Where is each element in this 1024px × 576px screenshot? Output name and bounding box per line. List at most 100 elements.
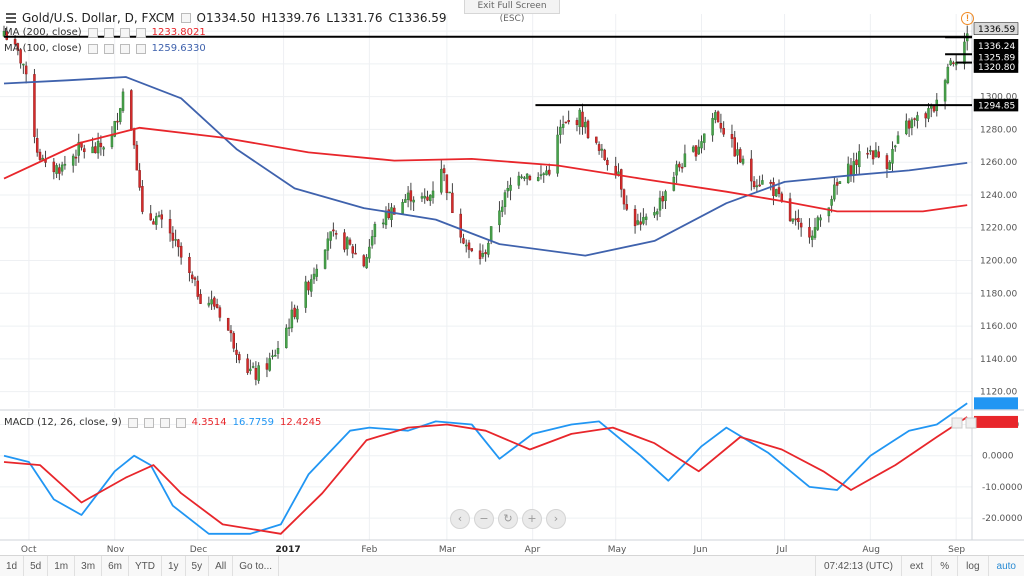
candle bbox=[625, 195, 629, 211]
candle-body bbox=[683, 153, 687, 168]
scroll-right-button[interactable]: › bbox=[546, 509, 566, 529]
candle-body bbox=[99, 142, 103, 148]
candle bbox=[235, 342, 238, 363]
candle-body bbox=[312, 273, 316, 280]
ma100-more-icon[interactable] bbox=[135, 43, 146, 54]
candle bbox=[290, 301, 294, 333]
timeframe-1d[interactable]: 1d bbox=[0, 555, 25, 576]
candle bbox=[578, 108, 581, 135]
candle-body bbox=[509, 184, 512, 191]
candle bbox=[896, 131, 900, 144]
exit-fullscreen-button[interactable]: Exit Full Screen (ESC) bbox=[464, 0, 560, 24]
timeframe-5y[interactable]: 5y bbox=[186, 555, 210, 576]
candle-body bbox=[271, 355, 274, 358]
ma200-more-icon[interactable] bbox=[135, 27, 146, 38]
candle-body bbox=[426, 196, 429, 201]
candle-body bbox=[871, 150, 875, 160]
candle bbox=[149, 204, 152, 221]
goto-button[interactable]: Go to... bbox=[233, 555, 280, 576]
legend-settings-icon[interactable] bbox=[180, 13, 191, 23]
macd-close-icon[interactable] bbox=[159, 417, 170, 428]
candle-body bbox=[697, 146, 700, 155]
candle-body bbox=[946, 66, 950, 84]
candle bbox=[251, 362, 255, 369]
ohlc-close: C1336.59 bbox=[388, 11, 447, 25]
candle bbox=[777, 179, 781, 198]
candle bbox=[683, 144, 687, 168]
candle-body bbox=[5, 31, 9, 40]
candle-body bbox=[797, 217, 800, 222]
timeframe-6m[interactable]: 6m bbox=[102, 555, 129, 576]
candle bbox=[22, 63, 25, 74]
timeframe-5d[interactable]: 5d bbox=[24, 555, 49, 576]
candle bbox=[215, 298, 219, 309]
ma200-close-icon[interactable] bbox=[119, 27, 130, 38]
ma100-settings-icon[interactable] bbox=[103, 43, 114, 54]
candle-body bbox=[600, 148, 604, 151]
macd-more-icon[interactable] bbox=[175, 417, 186, 428]
candle-body bbox=[761, 180, 764, 185]
zoom-out-button[interactable]: − bbox=[474, 509, 494, 529]
candle-body bbox=[60, 164, 64, 172]
candle bbox=[525, 173, 529, 186]
candle-body bbox=[489, 226, 493, 242]
pane-close-icon[interactable] bbox=[965, 417, 977, 429]
candle-body bbox=[179, 245, 183, 258]
percent-toggle[interactable]: % bbox=[931, 556, 957, 576]
ma100-close-icon[interactable] bbox=[119, 43, 130, 54]
timeframe-1m[interactable]: 1m bbox=[48, 555, 76, 576]
reset-button[interactable]: ↻ bbox=[498, 509, 518, 529]
candle-body bbox=[431, 190, 435, 198]
candle-body bbox=[520, 176, 523, 178]
candle bbox=[750, 150, 753, 191]
candle bbox=[229, 325, 233, 342]
candle bbox=[55, 163, 58, 179]
alert-icon[interactable]: ! bbox=[961, 12, 974, 25]
candle bbox=[916, 111, 919, 129]
ma200-eye-icon[interactable] bbox=[87, 27, 98, 38]
ma200-settings-icon[interactable] bbox=[103, 27, 114, 38]
time-axis-label: Oct bbox=[21, 545, 37, 555]
candle bbox=[733, 130, 736, 157]
price-axis-label: 1260.00 bbox=[980, 158, 1017, 168]
scroll-left-button[interactable]: ‹ bbox=[450, 509, 470, 529]
candle-body bbox=[739, 149, 742, 163]
auto-toggle[interactable]: auto bbox=[987, 556, 1024, 576]
candle bbox=[506, 180, 510, 198]
candle-body bbox=[329, 231, 332, 241]
candle-body bbox=[556, 134, 559, 174]
candle-body bbox=[661, 195, 665, 202]
main-legend: Gold/U.S. Dollar, D, FXCM O1334.50 H1339… bbox=[6, 11, 447, 25]
timeframe-3m[interactable]: 3m bbox=[75, 555, 103, 576]
candle-body bbox=[63, 163, 67, 166]
candle bbox=[265, 357, 269, 378]
candle-body bbox=[110, 134, 114, 148]
candle bbox=[597, 141, 601, 155]
pane-maximize-icon[interactable] bbox=[951, 417, 963, 429]
log-toggle[interactable]: log bbox=[957, 556, 987, 576]
ma100-eye-icon[interactable] bbox=[87, 43, 98, 54]
candle-body bbox=[536, 177, 540, 181]
zoom-in-button[interactable]: + bbox=[522, 509, 542, 529]
candle-body bbox=[564, 121, 568, 124]
macd-eye-icon[interactable] bbox=[127, 417, 138, 428]
menu-icon[interactable] bbox=[6, 13, 16, 23]
timeframe-1y[interactable]: 1y bbox=[162, 555, 186, 576]
candle-body bbox=[168, 219, 172, 234]
macd-settings-icon[interactable] bbox=[143, 417, 154, 428]
ext-toggle[interactable]: ext bbox=[900, 556, 931, 576]
candle-body bbox=[467, 242, 471, 250]
bottom-toolbar: 1d 5d 1m 3m 6m YTD 1y 5y All Go to... 07… bbox=[0, 555, 1024, 576]
candle-body bbox=[226, 317, 230, 331]
candle bbox=[174, 229, 177, 247]
timeframe-all[interactable]: All bbox=[209, 555, 234, 576]
candle bbox=[835, 178, 839, 195]
candle-body bbox=[691, 146, 695, 152]
candle-body bbox=[877, 151, 880, 158]
candle bbox=[24, 61, 28, 84]
timeframe-ytd[interactable]: YTD bbox=[129, 555, 162, 576]
candle bbox=[813, 217, 817, 240]
candle bbox=[523, 176, 526, 182]
candle bbox=[542, 172, 545, 183]
